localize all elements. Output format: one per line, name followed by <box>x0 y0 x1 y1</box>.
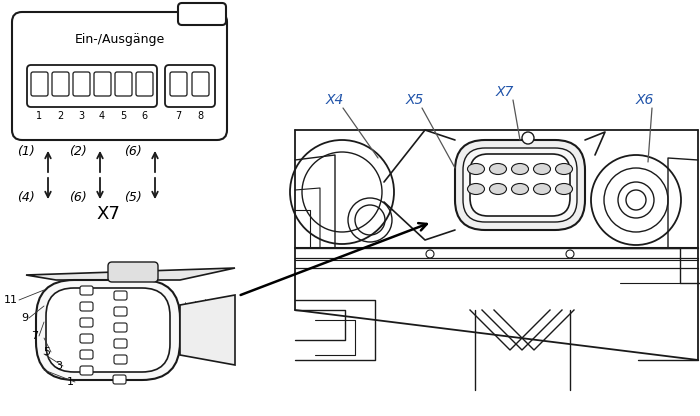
Text: Ein-/Ausgänge: Ein-/Ausgänge <box>75 34 165 47</box>
Ellipse shape <box>468 163 484 174</box>
Polygon shape <box>180 295 235 365</box>
FancyBboxPatch shape <box>80 302 93 311</box>
Ellipse shape <box>533 183 550 195</box>
Text: (6): (6) <box>69 191 87 205</box>
FancyBboxPatch shape <box>114 355 127 364</box>
FancyBboxPatch shape <box>115 72 132 96</box>
FancyBboxPatch shape <box>114 323 127 332</box>
Text: (6): (6) <box>124 146 142 158</box>
Ellipse shape <box>489 183 507 195</box>
Text: 8: 8 <box>197 111 203 121</box>
FancyBboxPatch shape <box>178 3 226 25</box>
FancyBboxPatch shape <box>114 307 127 316</box>
Text: 1: 1 <box>36 111 42 121</box>
FancyBboxPatch shape <box>52 72 69 96</box>
FancyBboxPatch shape <box>80 350 93 359</box>
Ellipse shape <box>533 163 550 174</box>
Ellipse shape <box>468 183 484 195</box>
FancyBboxPatch shape <box>46 288 170 372</box>
FancyBboxPatch shape <box>36 280 180 380</box>
Text: (2): (2) <box>69 146 87 158</box>
Circle shape <box>522 132 534 144</box>
FancyBboxPatch shape <box>12 12 227 140</box>
FancyBboxPatch shape <box>80 366 93 375</box>
Text: 9: 9 <box>21 313 28 323</box>
Text: (5): (5) <box>124 191 142 205</box>
Text: 7: 7 <box>31 331 38 341</box>
FancyBboxPatch shape <box>170 72 187 96</box>
FancyBboxPatch shape <box>165 65 215 107</box>
Text: (1): (1) <box>17 146 35 158</box>
Text: X7: X7 <box>496 85 514 99</box>
Ellipse shape <box>556 163 573 174</box>
Text: (4): (4) <box>17 191 35 205</box>
FancyBboxPatch shape <box>73 72 90 96</box>
FancyBboxPatch shape <box>136 72 153 96</box>
FancyBboxPatch shape <box>463 148 577 222</box>
FancyBboxPatch shape <box>80 286 93 295</box>
Text: 1: 1 <box>67 377 74 387</box>
FancyBboxPatch shape <box>114 339 127 348</box>
Text: 11: 11 <box>4 295 18 305</box>
Text: 5: 5 <box>120 111 126 121</box>
Ellipse shape <box>512 163 528 174</box>
FancyBboxPatch shape <box>470 154 570 216</box>
Text: 3: 3 <box>78 111 84 121</box>
Polygon shape <box>26 268 235 280</box>
FancyBboxPatch shape <box>455 140 585 230</box>
Text: X5: X5 <box>406 93 424 107</box>
FancyBboxPatch shape <box>80 334 93 343</box>
Text: 6: 6 <box>141 111 147 121</box>
FancyBboxPatch shape <box>94 72 111 96</box>
Ellipse shape <box>512 183 528 195</box>
Text: 5: 5 <box>43 347 50 357</box>
Text: 7: 7 <box>175 111 181 121</box>
FancyBboxPatch shape <box>113 375 126 384</box>
Text: X4: X4 <box>326 93 344 107</box>
FancyBboxPatch shape <box>108 262 158 282</box>
FancyBboxPatch shape <box>31 72 48 96</box>
FancyBboxPatch shape <box>80 318 93 327</box>
Text: X6: X6 <box>636 93 654 107</box>
Ellipse shape <box>489 163 507 174</box>
Ellipse shape <box>556 183 573 195</box>
Text: X7: X7 <box>96 205 120 223</box>
Text: 2: 2 <box>57 111 63 121</box>
Text: 3: 3 <box>55 361 62 371</box>
FancyBboxPatch shape <box>27 65 157 107</box>
FancyBboxPatch shape <box>192 72 209 96</box>
FancyBboxPatch shape <box>114 291 127 300</box>
Text: 4: 4 <box>99 111 105 121</box>
